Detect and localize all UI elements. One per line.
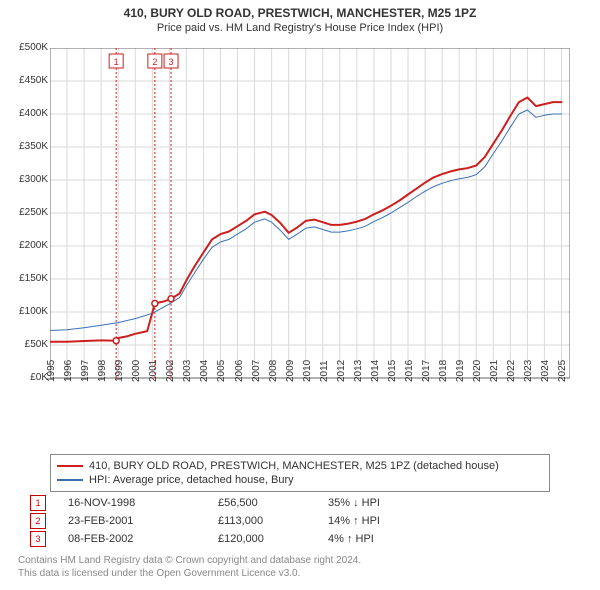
x-tick-label: 2010 [302,352,313,382]
x-tick-label: 2007 [251,352,262,382]
x-tick-label: 1998 [97,352,108,382]
event-marker: 2 [30,513,46,529]
legend-swatch [57,479,83,481]
event-marker: 3 [30,531,46,547]
event-date: 16-NOV-1998 [68,497,218,509]
event-delta: 14% ↑ HPI [328,515,448,527]
x-tick-label: 2013 [353,352,364,382]
x-tick-label: 2014 [370,352,381,382]
x-tick-label: 2015 [387,352,398,382]
legend-label: HPI: Average price, detached house, Bury [89,474,294,486]
event-delta: 35% ↓ HPI [328,497,448,509]
page: 410, BURY OLD ROAD, PRESTWICH, MANCHESTE… [0,0,600,590]
x-tick-label: 2012 [336,352,347,382]
event-price: £56,500 [218,497,328,509]
x-tick-label: 1996 [63,352,74,382]
event-date: 23-FEB-2001 [68,515,218,527]
event-row: 2 23-FEB-2001£113,00014% ↑ HPI [30,512,570,530]
legend: 410, BURY OLD ROAD, PRESTWICH, MANCHESTE… [50,454,550,492]
y-tick-label: £0K [4,372,48,383]
legend-row: 410, BURY OLD ROAD, PRESTWICH, MANCHESTE… [57,459,543,473]
x-tick-label: 2003 [182,352,193,382]
event-date: 08-FEB-2002 [68,533,218,545]
x-tick-label: 2016 [404,352,415,382]
y-tick-label: £500K [4,42,48,53]
svg-text:3: 3 [169,57,174,67]
footer: Contains HM Land Registry data © Crown c… [18,554,582,580]
event-price: £120,000 [218,533,328,545]
x-tick-label: 2024 [540,352,551,382]
x-tick-label: 2005 [216,352,227,382]
x-tick-label: 2009 [285,352,296,382]
footer-line1: Contains HM Land Registry data © Crown c… [18,554,582,567]
titles: 410, BURY OLD ROAD, PRESTWICH, MANCHESTE… [0,0,600,34]
x-tick-label: 2025 [557,352,568,382]
x-tick-label: 2000 [131,352,142,382]
x-tick-label: 1997 [80,352,91,382]
legend-swatch [57,465,83,467]
x-tick-label: 2004 [199,352,210,382]
x-tick-label: 2017 [421,352,432,382]
y-tick-label: £250K [4,207,48,218]
event-price: £113,000 [218,515,328,527]
events-table: 1 16-NOV-1998£56,50035% ↓ HPI 2 23-FEB-2001… [30,494,570,548]
x-tick-label: 2019 [455,352,466,382]
event-row: 3 08-FEB-2002£120,0004% ↑ HPI [30,530,570,548]
legend-label: 410, BURY OLD ROAD, PRESTWICH, MANCHESTE… [89,460,499,472]
x-tick-label: 2018 [438,352,449,382]
event-row: 1 16-NOV-1998£56,50035% ↓ HPI [30,494,570,512]
y-tick-label: £400K [4,108,48,119]
y-tick-label: £150K [4,273,48,284]
title-line1: 410, BURY OLD ROAD, PRESTWICH, MANCHESTE… [0,6,600,20]
x-tick-label: 2020 [472,352,483,382]
y-tick-label: £300K [4,174,48,185]
x-tick-label: 2006 [234,352,245,382]
svg-text:1: 1 [114,57,119,67]
x-tick-label: 1999 [114,352,125,382]
svg-text:2: 2 [152,57,157,67]
x-tick-label: 2022 [506,352,517,382]
x-tick-label: 2011 [319,352,330,382]
y-tick-label: £350K [4,141,48,152]
x-tick-label: 2001 [148,352,159,382]
event-marker: 1 [30,495,46,511]
x-tick-label: 2021 [489,352,500,382]
title-line2: Price paid vs. HM Land Registry's House … [0,22,600,34]
x-tick-label: 2023 [523,352,534,382]
y-tick-label: £450K [4,75,48,86]
footer-line2: This data is licensed under the Open Gov… [18,567,582,580]
y-tick-label: £200K [4,240,48,251]
event-delta: 4% ↑ HPI [328,533,448,545]
x-tick-label: 1995 [46,352,57,382]
x-tick-label: 2008 [268,352,279,382]
y-tick-label: £50K [4,339,48,350]
y-tick-label: £100K [4,306,48,317]
legend-row: HPI: Average price, detached house, Bury [57,473,543,487]
x-tick-label: 2002 [165,352,176,382]
